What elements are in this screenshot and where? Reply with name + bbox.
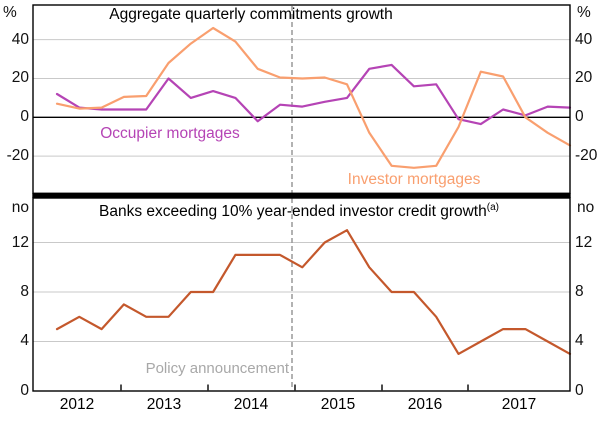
y-tick-label: 40 [11, 31, 29, 48]
y-tick-label: 0 [575, 382, 584, 399]
y-tick-label: 12 [11, 234, 29, 251]
x-axis-year-label: 2015 [320, 396, 356, 413]
y-axis-unit-bottom-right: no [577, 199, 595, 216]
y-tick-label: -20 [575, 147, 598, 164]
x-axis-year-label: 2013 [146, 396, 182, 413]
y-tick-label: 20 [575, 69, 593, 86]
y-tick-label: 4 [20, 332, 29, 349]
y-tick-label: 0 [20, 382, 29, 399]
bottom-panel-title-text: Banks exceeding 10% year-ended investor … [99, 203, 487, 220]
policy-announcement-label: Policy announcement [145, 360, 289, 377]
y-tick-label: 0 [575, 108, 584, 125]
x-axis-year-label: 2014 [233, 396, 269, 413]
series-label-investor-mortgages: Investor mortgages [347, 171, 481, 188]
y-tick-label: -20 [6, 147, 29, 164]
y-tick-label: 8 [20, 283, 29, 300]
bottom-panel-title: Banks exceeding 10% year-ended investor … [99, 202, 499, 220]
top-panel-title: Aggregate quarterly commitments growth [109, 6, 393, 23]
x-axis-year-label: 2012 [59, 396, 95, 413]
y-tick-label: 4 [575, 332, 584, 349]
y-tick-label: 40 [575, 31, 593, 48]
y-axis-unit-top-left: % [3, 4, 17, 21]
x-axis-year-label: 2016 [407, 396, 443, 413]
footnote-marker: (a) [486, 202, 499, 213]
x-axis-year-label: 2017 [501, 396, 537, 413]
y-tick-label: 8 [575, 283, 584, 300]
series-label-occupier-mortgages: Occupier mortgages [100, 125, 240, 142]
y-axis-unit-bottom-left: no [11, 199, 29, 216]
y-tick-label: 0 [20, 108, 29, 125]
y-axis-unit-top-right: % [577, 4, 591, 21]
y-tick-label: 20 [11, 69, 29, 86]
y-tick-label: 12 [575, 234, 593, 251]
